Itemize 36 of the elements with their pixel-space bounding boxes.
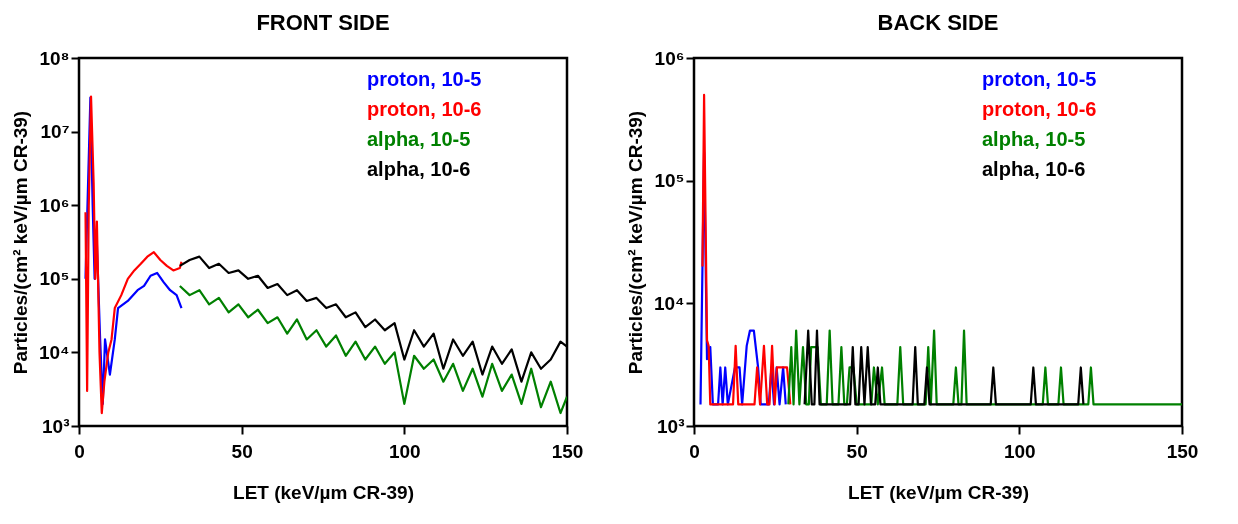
y-tick-label: 10⁸ [39, 47, 70, 69]
text: proton, 10-6 [982, 98, 1097, 120]
line-series [787, 329, 1182, 406]
y-axis-title: Particles/(cm² keV/µm CR-39) [9, 110, 31, 375]
y-axis-title: Particles/(cm² keV/µm CR-39) [624, 110, 646, 375]
y-tick-label: 10⁷ [40, 121, 70, 143]
text: alpha, 10-5 [367, 128, 471, 150]
x-axis-title: LET (keV/µm CR-39) [233, 481, 414, 503]
text: proton, 10-5 [367, 68, 482, 90]
x-tick-label: 100 [388, 440, 421, 462]
x-axis-title: LET (keV/µm CR-39) [848, 481, 1029, 503]
x-tick-label: 0 [689, 440, 700, 462]
x-tick-label: 50 [846, 440, 868, 462]
chart-title: FRONT SIDE [256, 10, 390, 35]
x-tick-label: 0 [74, 440, 85, 462]
text: proton, 10-5 [982, 68, 1097, 90]
text: alpha, 10-5 [982, 128, 1086, 150]
y-tick-label: 10⁴ [38, 341, 70, 363]
text: alpha, 10-6 [982, 158, 1086, 180]
x-tick-label: 50 [231, 440, 253, 462]
chart-title: BACK SIDE [877, 10, 999, 35]
y-tick-label: 10⁴ [653, 292, 685, 314]
text: proton, 10-6 [367, 98, 482, 120]
x-tick-label: 150 [1166, 440, 1199, 462]
line-series [178, 284, 567, 415]
text: alpha, 10-6 [367, 158, 471, 180]
y-tick-label: 10⁵ [654, 170, 685, 192]
x-tick-label: 150 [551, 440, 584, 462]
line-series [701, 93, 792, 406]
y-tick-label: 10³ [42, 415, 70, 437]
line-series [803, 329, 1085, 406]
y-tick-label: 10³ [657, 415, 685, 437]
x-tick-label: 100 [1003, 440, 1036, 462]
y-tick-label: 10⁵ [39, 268, 70, 290]
y-tick-label: 10⁶ [654, 47, 685, 69]
y-tick-label: 10⁶ [39, 194, 70, 216]
